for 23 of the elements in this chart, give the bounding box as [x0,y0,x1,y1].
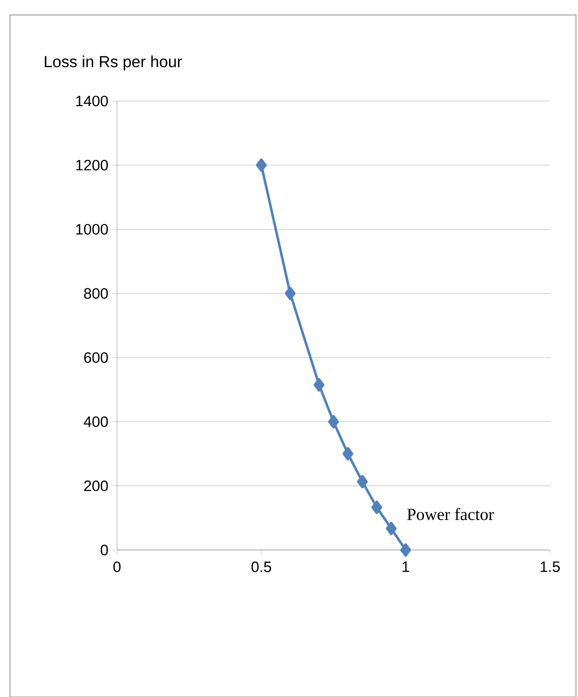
point [284,286,296,300]
x-tick-label: 1 [402,562,410,572]
y-tick-label: 800 [84,288,108,299]
y-tick-label: 1000 [76,224,108,235]
x-tick-label: 1.5 [540,562,560,572]
point [256,158,267,172]
point [371,500,382,514]
y-tick-label: 600 [84,352,108,363]
point [314,378,324,392]
point [328,414,339,428]
y-axis-title: Loss in Rs per hour [44,56,182,70]
point [400,543,412,557]
y-tick-label: 1200 [76,160,108,170]
x-axis-title: Power factor [407,508,494,520]
y-tick-label: 400 [84,416,108,428]
point [342,447,354,461]
y-tick-label: 200 [84,480,108,492]
x-tick-label: 0 [113,562,121,572]
y-tick-label: 1400 [76,96,108,106]
x-tick-label: 0.5 [251,562,272,572]
y-tick-label: 0 [100,544,108,556]
point [356,474,368,488]
point [386,522,397,536]
